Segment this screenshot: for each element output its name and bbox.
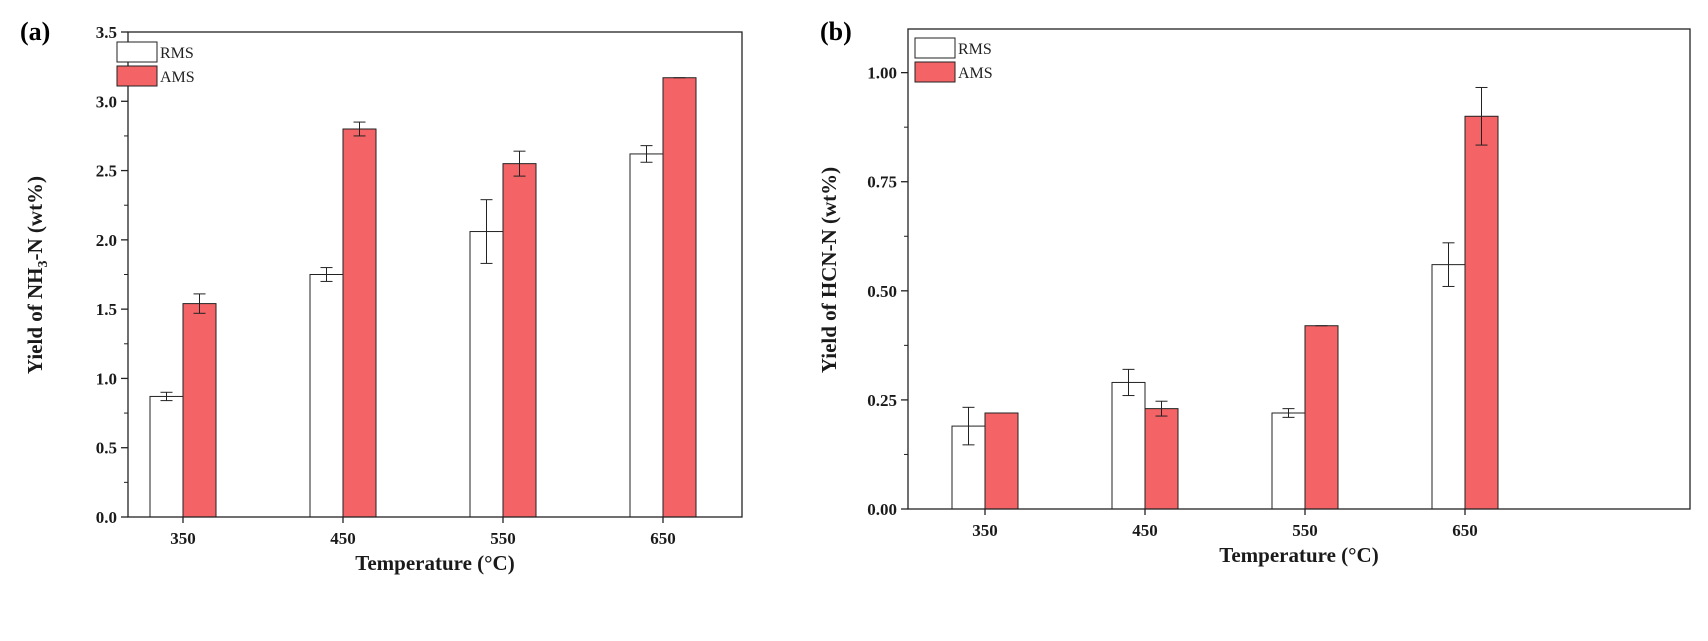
bar-rms-550 — [469, 231, 504, 518]
bar-ams-650 — [1464, 115, 1499, 510]
x-tick-label: 350 — [170, 529, 196, 548]
y-tick-label: 0.00 — [867, 500, 897, 519]
y-tick-label: 0.50 — [867, 282, 897, 301]
legend-swatch-ams-a — [116, 65, 158, 87]
x-tick-label: 550 — [1292, 521, 1318, 540]
x-tick-label: 650 — [1452, 521, 1478, 540]
y-axis-title-b: Yield of HCN-N (wt%) — [817, 167, 841, 373]
y-tick-label: 2.0 — [96, 231, 117, 250]
panel-label-b: (b) — [820, 17, 852, 46]
x-tick-label: 350 — [972, 521, 998, 540]
x-tick-label: 450 — [330, 529, 356, 548]
legend-swatch-rms-a — [116, 41, 158, 63]
bar-rms-350 — [149, 395, 184, 518]
bar-ams-550 — [1304, 325, 1339, 510]
y-tick-label: 0.5 — [96, 439, 117, 458]
legend-a: RMS AMS — [116, 41, 195, 87]
y-tick-label: 1.5 — [96, 300, 117, 319]
x-tick-label: 550 — [490, 529, 516, 548]
x-axis-title-b: Temperature (°C) — [1219, 543, 1378, 567]
panel-b: (b) 0.00 0.25 0.50 0.75 1.00 350 450 550 650 Te… — [817, 17, 1691, 567]
y-tick-label: 3.5 — [96, 23, 117, 42]
x-tick-label: 650 — [650, 529, 676, 548]
bar-ams-450 — [342, 128, 377, 518]
legend-label-ams-a: AMS — [160, 69, 195, 86]
x-tick-label: 450 — [1132, 521, 1158, 540]
bar-ams-350 — [182, 303, 217, 518]
bar-rms-650 — [1431, 264, 1466, 510]
legend-swatch-ams-b — [914, 61, 956, 83]
panel-a: (a) 0.0 0.5 1.0 1.5 2.0 2.5 3.0 3.5 350 450 550 65… — [20, 17, 743, 575]
legend-b: RMS AMS — [914, 37, 993, 83]
legend-label-ams-b: AMS — [958, 65, 993, 82]
bar-ams-650 — [662, 77, 697, 518]
bar-ams-450 — [1144, 408, 1179, 510]
legend-label-rms-b: RMS — [958, 41, 992, 58]
y-tick-label: 0.25 — [867, 391, 897, 410]
y-axis-title-a: Yield of NH3-N (wt%) — [23, 176, 51, 374]
bar-rms-450 — [1111, 381, 1146, 510]
panel-label-a: (a) — [20, 17, 50, 46]
bar-ams-550 — [502, 163, 537, 518]
bar-rms-450 — [309, 274, 344, 518]
y-tick-label: 3.0 — [96, 92, 117, 111]
plot-frame-b — [907, 28, 1691, 510]
x-axis-title-a: Temperature (°C) — [355, 551, 514, 575]
y-tick-label: 2.5 — [96, 162, 117, 181]
y-tick-label: 1.0 — [96, 369, 117, 388]
legend-swatch-rms-b — [914, 37, 956, 59]
bar-rms-650 — [629, 153, 664, 518]
y-tick-label: 0.0 — [96, 508, 117, 527]
bar-rms-550 — [1271, 412, 1306, 510]
bar-ams-350 — [984, 412, 1019, 510]
y-tick-label: 1.00 — [867, 64, 897, 83]
legend-label-rms-a: RMS — [160, 45, 194, 62]
y-tick-label: 0.75 — [867, 173, 897, 192]
